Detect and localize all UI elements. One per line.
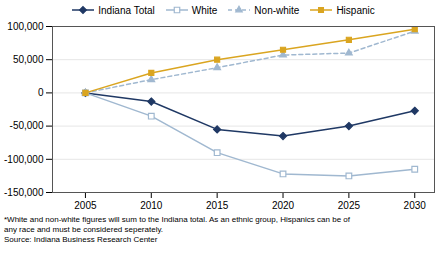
svg-text:100,000: 100,000 bbox=[7, 21, 44, 32]
svg-text:0: 0 bbox=[38, 87, 44, 98]
html-text:Non-white: Non-white bbox=[254, 4, 300, 16]
svg-text:2030: 2030 bbox=[404, 200, 427, 211]
html-text:any race and must be considere: any race and must be considered seperate… bbox=[4, 225, 164, 234]
html-text:White: White bbox=[191, 4, 218, 16]
svg-text:2020: 2020 bbox=[272, 200, 295, 211]
svg-text:-100,000: -100,000 bbox=[4, 154, 44, 165]
svg-text:-50,000: -50,000 bbox=[10, 120, 44, 131]
svg-text:2025: 2025 bbox=[338, 200, 361, 211]
html-text:Hispanic: Hispanic bbox=[336, 4, 375, 16]
html-text:Source: Indiana Business Resea: Source: Indiana Business Research Center bbox=[4, 235, 158, 244]
html-text:*White and non-white figures w: *White and non-white figures will sum to… bbox=[4, 215, 350, 224]
svg-text:-150,000: -150,000 bbox=[4, 187, 44, 198]
svg-text:2010: 2010 bbox=[140, 200, 163, 211]
svg-text:2005: 2005 bbox=[74, 200, 97, 211]
html-text:Indiana Total: Indiana Total bbox=[98, 4, 155, 16]
svg-text:2015: 2015 bbox=[206, 200, 229, 211]
svg-text:50,000: 50,000 bbox=[13, 54, 44, 65]
